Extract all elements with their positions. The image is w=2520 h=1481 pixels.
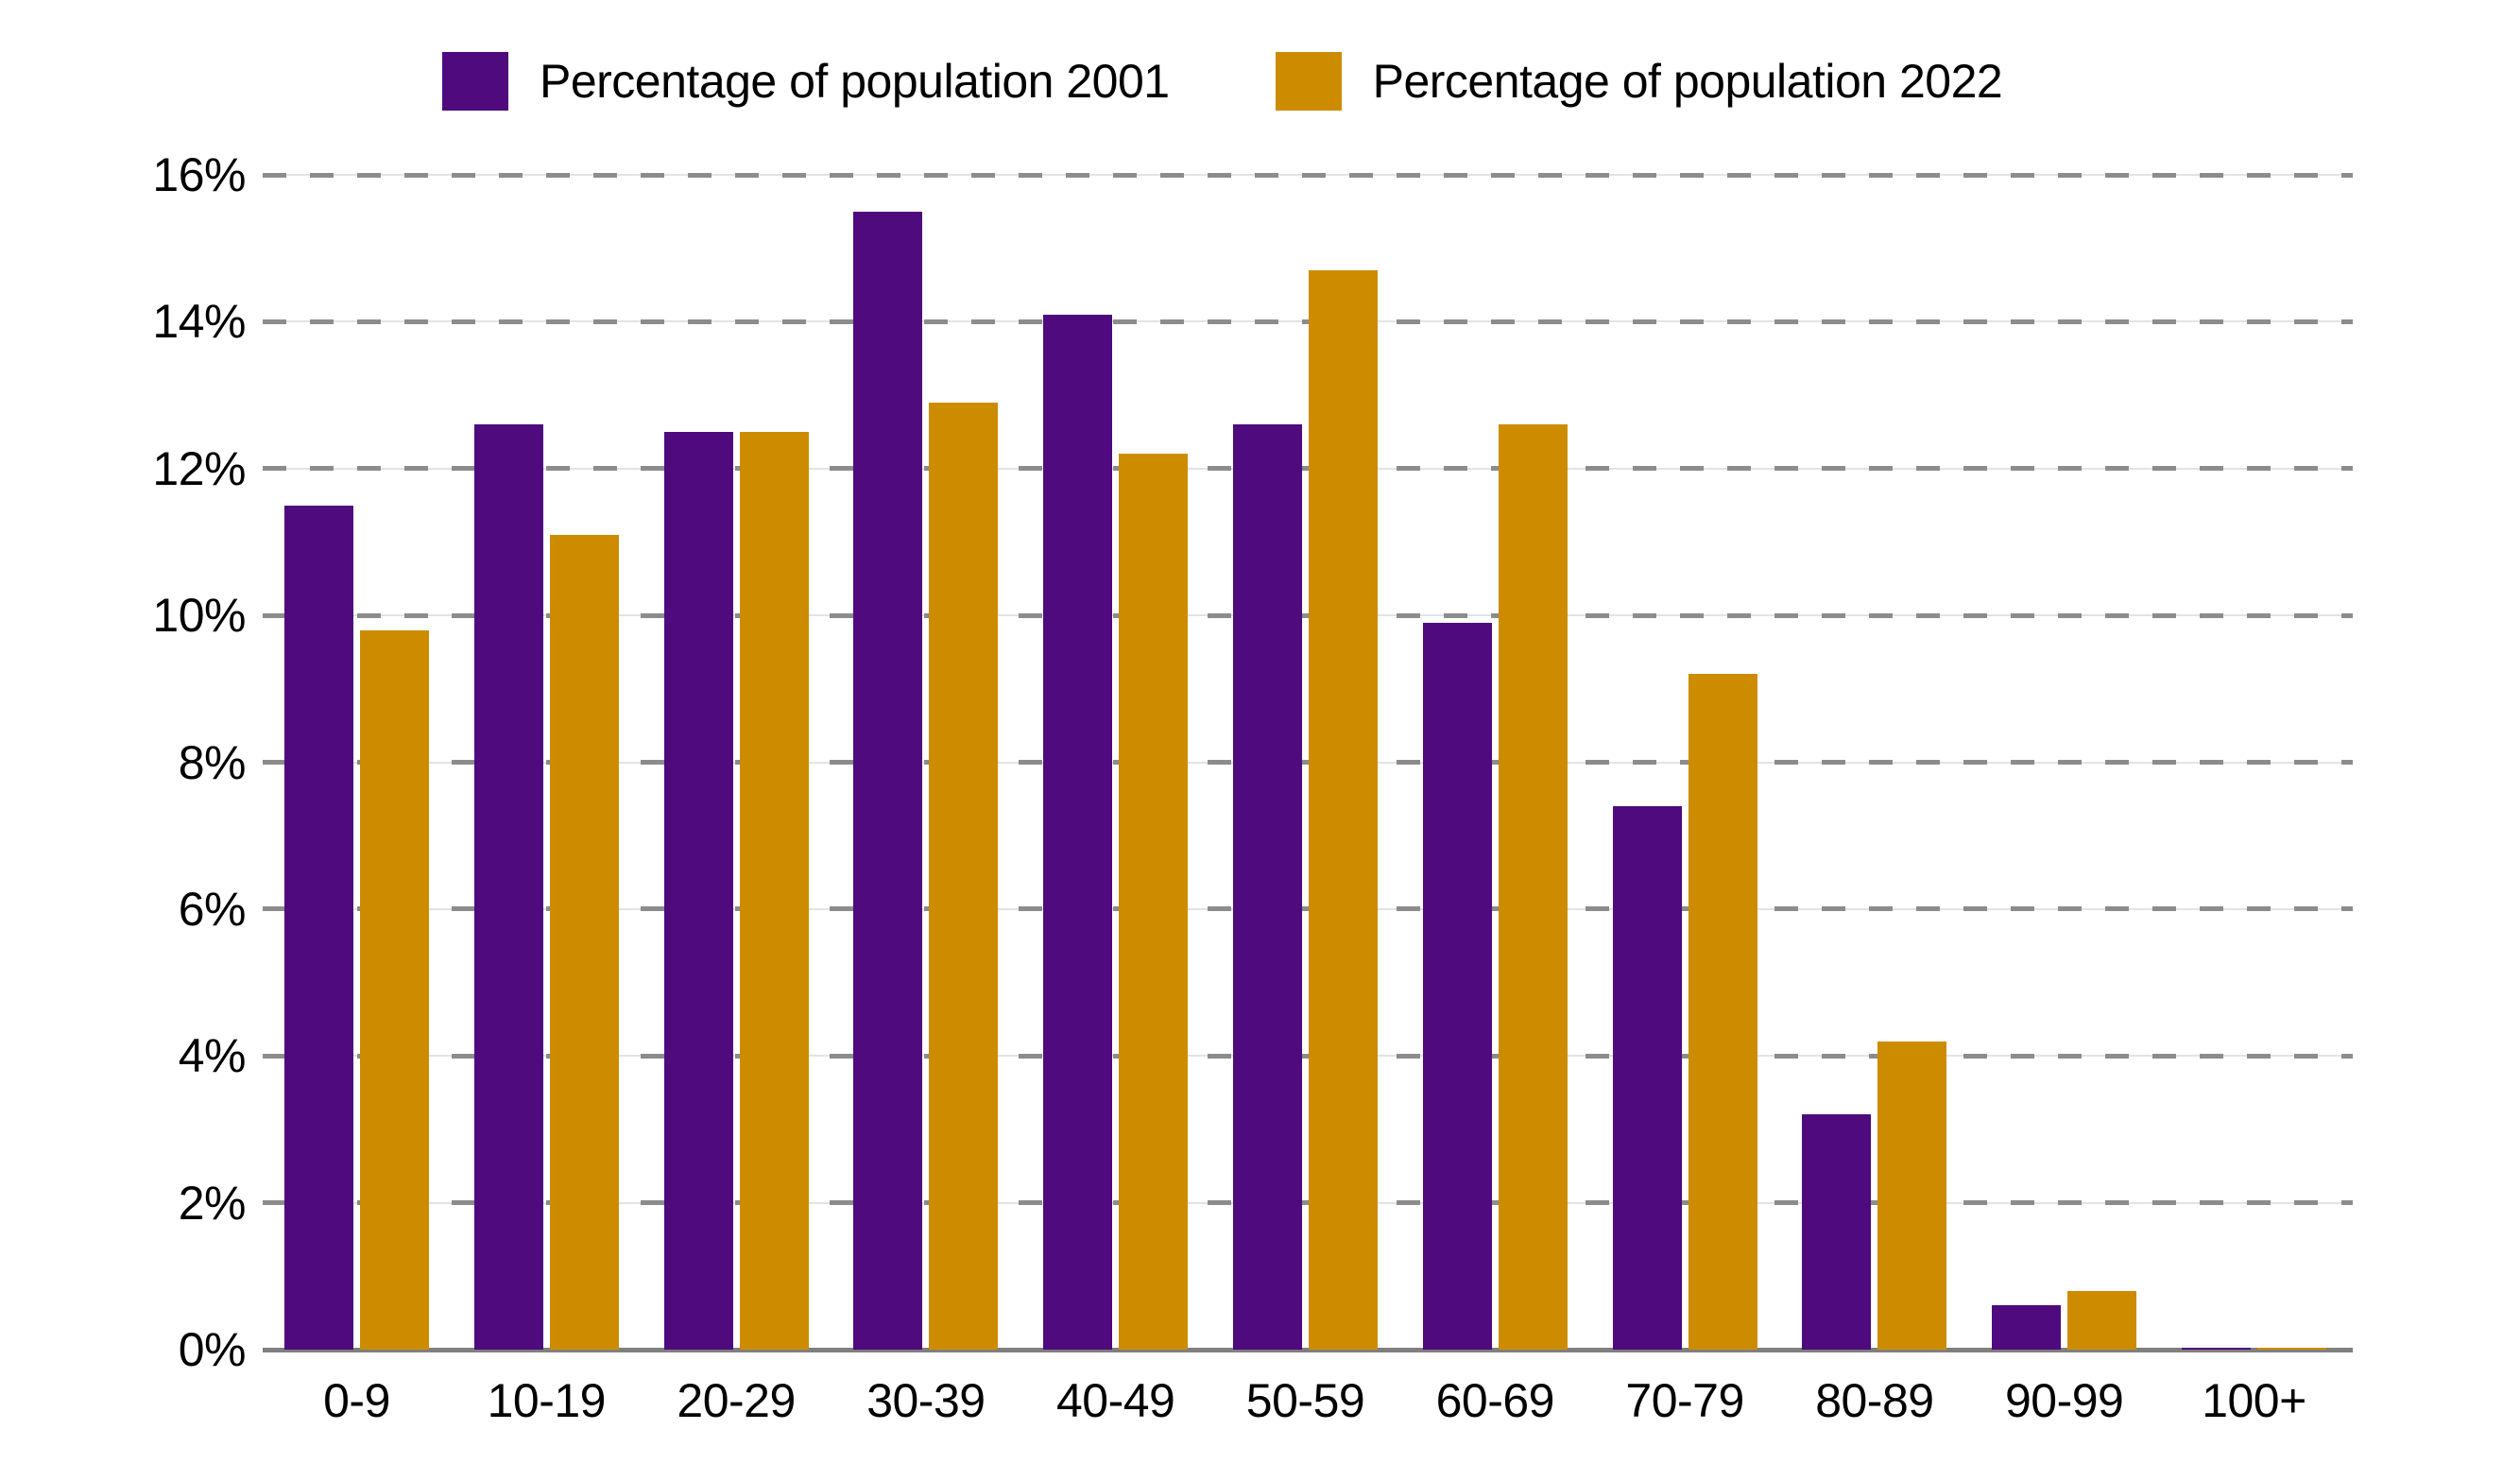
bar-2001-60-69 [1422, 623, 1492, 1350]
bar-2001-30-39 [853, 212, 923, 1350]
legend-label-2022: Percentage of population 2022 [1372, 55, 2003, 108]
bar-2022-100+ [2257, 1348, 2326, 1350]
bar-2001-100+ [2182, 1348, 2251, 1350]
bar-2022-10-19 [549, 535, 619, 1350]
x-axis-tick-label: 60-69 [1435, 1374, 1555, 1427]
gridline-dashed [263, 760, 2353, 765]
y-axis-tick-label: 0% [178, 1323, 247, 1376]
bar-2022-50-59 [1309, 270, 1378, 1350]
y-axis-tick-label: 2% [178, 1176, 247, 1230]
gridline-dashed [263, 612, 2353, 618]
x-axis-tick-label: 50-59 [1245, 1374, 1365, 1427]
bar-2022-30-39 [929, 403, 999, 1350]
x-axis-tick-label: 30-39 [866, 1374, 986, 1427]
bar-2022-70-79 [1688, 674, 1757, 1350]
bar-2022-90-99 [2067, 1291, 2137, 1350]
y-axis-tick-label: 4% [178, 1029, 247, 1083]
x-axis-tick-label: 80-89 [1815, 1374, 1934, 1427]
x-axis-tick-label: 10-19 [487, 1374, 607, 1427]
bar-2001-0-9 [284, 506, 353, 1350]
gridline-dashed [263, 319, 2353, 324]
bar-2001-10-19 [473, 424, 543, 1350]
bar-2022-60-69 [1498, 424, 1568, 1350]
x-axis-tick-label: 100+ [2202, 1374, 2306, 1427]
bar-2001-80-89 [1802, 1114, 1872, 1350]
bar-2022-40-49 [1119, 454, 1189, 1350]
legend-label-2001: Percentage of population 2001 [540, 55, 1170, 108]
bar-2001-70-79 [1612, 806, 1682, 1350]
y-axis-tick-label: 10% [152, 589, 246, 643]
x-axis-tick-label: 70-79 [1625, 1374, 1744, 1427]
gridline-dashed [263, 1053, 2353, 1059]
bar-2022-80-89 [1877, 1042, 1947, 1350]
bar-2001-40-49 [1043, 315, 1113, 1350]
y-axis-tick-label: 14% [152, 295, 246, 349]
x-axis-line [263, 1348, 2353, 1352]
y-axis-tick-label: 12% [152, 441, 246, 495]
gridline-dashed [263, 1200, 2353, 1206]
legend: Percentage of population 2001 Percentage… [442, 52, 2003, 111]
legend-item-2022: Percentage of population 2022 [1275, 52, 2003, 111]
legend-item-2001: Percentage of population 2001 [442, 52, 1170, 111]
gridline-dashed [263, 906, 2353, 912]
bar-2022-0-9 [360, 630, 429, 1350]
legend-swatch-2022-icon [1275, 52, 1342, 111]
gridline-dashed [263, 172, 2353, 178]
y-axis-tick-label: 16% [152, 148, 246, 201]
x-axis-tick-label: 0-9 [323, 1374, 390, 1427]
bar-2001-20-29 [663, 432, 733, 1350]
bar-2001-50-59 [1233, 424, 1302, 1350]
bar-2001-90-99 [1992, 1305, 2062, 1350]
x-axis-tick-label: 90-99 [2004, 1374, 2124, 1427]
legend-swatch-2001-icon [442, 52, 508, 111]
x-axis-tick-label: 20-29 [677, 1374, 796, 1427]
y-axis-tick-label: 6% [178, 882, 247, 936]
y-axis-tick-label: 8% [178, 735, 247, 789]
x-axis-tick-label: 40-49 [1055, 1374, 1175, 1427]
bar-2022-20-29 [739, 432, 809, 1350]
gridline-dashed [263, 466, 2353, 472]
